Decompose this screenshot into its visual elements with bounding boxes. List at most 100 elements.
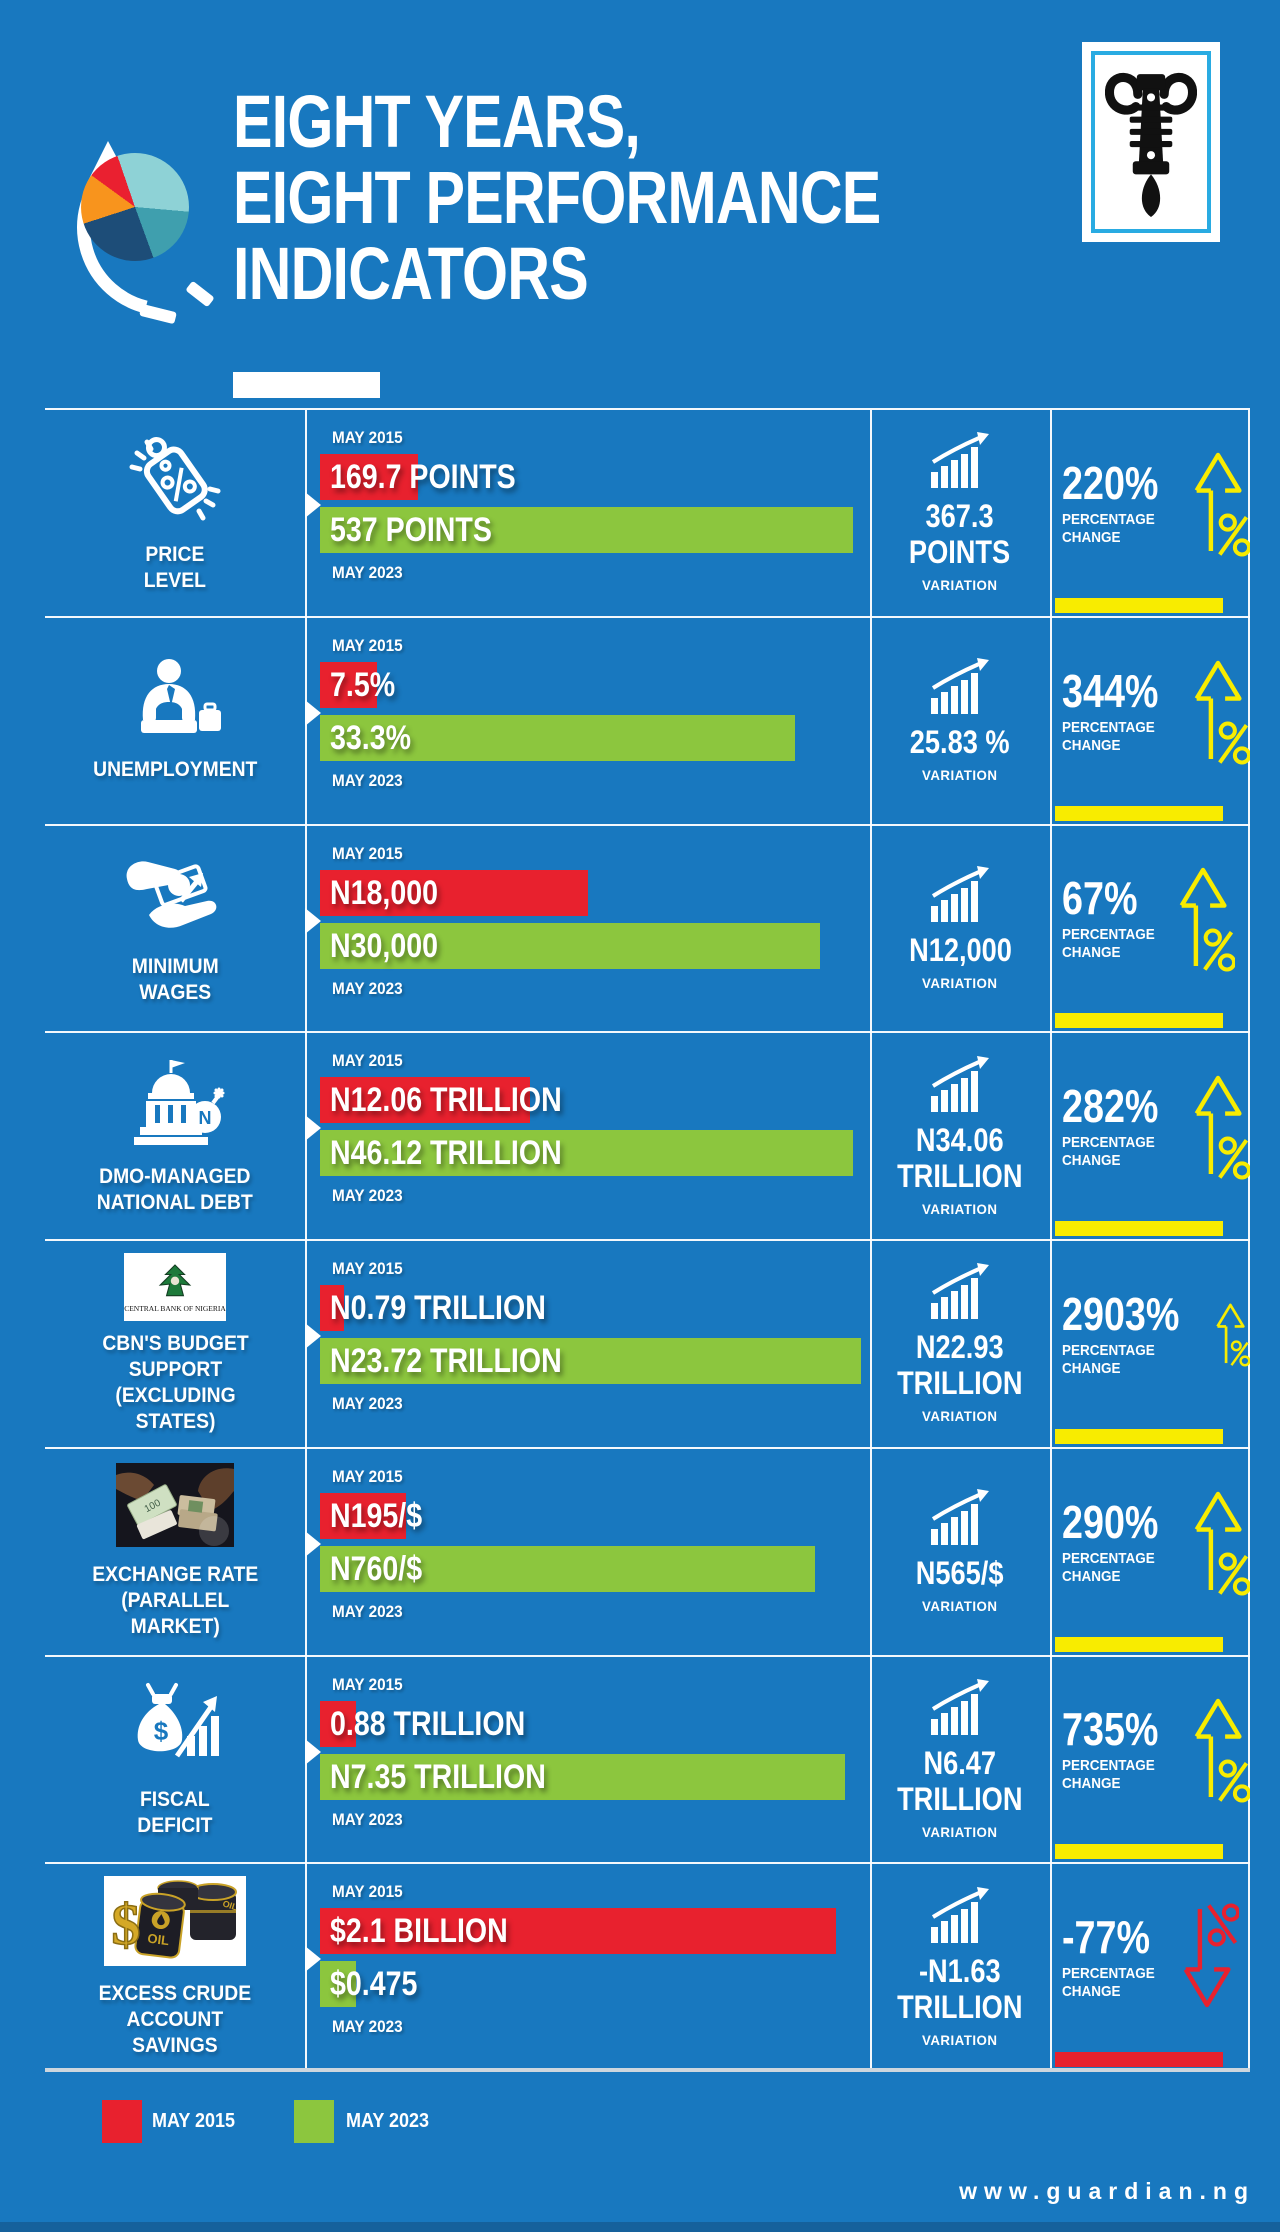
variation-value-line: TRILLION xyxy=(897,1365,1023,1402)
percentage-change-value: 735% xyxy=(1062,1703,1159,1756)
indicator-row-exchange-rate-parallel-market: 100 EXCHANGE RATE (PARALLEL MARKET) MAY 20… xyxy=(45,1449,1250,1657)
indicator-label-line: CBN'S BUDGET xyxy=(101,1331,249,1355)
caption-line: PERCENTAGE xyxy=(1062,718,1155,736)
caption-line: CHANGE xyxy=(1062,1152,1121,1170)
bar-value-2015: N12.06 TRILLION xyxy=(330,1081,562,1120)
indicator-row-price-level: PRICE LEVEL MAY 2015 169.7 POINTS 537 POI… xyxy=(45,410,1250,618)
svg-text:OIL: OIL xyxy=(221,1898,239,1912)
variation-value: -N1.63 TRILLION xyxy=(897,1953,1022,2025)
change-underline xyxy=(1055,1013,1223,1029)
capitol-bomb-icon: N xyxy=(125,1057,225,1154)
variation-cell: N565/$ VARIATION xyxy=(870,1449,1050,1655)
bar-value-2023: N30,000 xyxy=(330,926,438,965)
chart-up-icon xyxy=(931,1489,989,1546)
change-underline xyxy=(1055,597,1223,613)
variation-value-line: N12,000 xyxy=(908,931,1012,968)
bar-may-2015 xyxy=(320,869,588,916)
arrow-up-percent-icon xyxy=(1194,452,1250,557)
indicator-row-cbn-s-budget-support-excluding-states: CENTRAL BANK OF NIGERIA CBN'S BUDGET SUPP… xyxy=(45,1241,1250,1449)
hands-money-icon xyxy=(123,851,227,944)
variation-value-line: 367.3 xyxy=(925,498,995,535)
bar-may-2023 xyxy=(320,922,820,969)
bar-value-2015: N18,000 xyxy=(330,873,438,912)
caption-line: CHANGE xyxy=(1062,1983,1121,2001)
variation-value-line: N34.06 xyxy=(916,1121,1004,1158)
indicator-label: DMO-MANAGED NATIONAL DEBT xyxy=(97,1164,253,1216)
variation-value: N565/$ xyxy=(916,1555,1004,1591)
arrow-up-percent-icon xyxy=(1216,1303,1250,1367)
currency-exchange-photo: 100 xyxy=(116,1463,234,1552)
grid-line xyxy=(305,410,307,2072)
period-label-2015: MAY 2015 xyxy=(332,428,403,447)
chart-up-icon xyxy=(931,1678,989,1735)
indicator-label-line: (PARALLEL xyxy=(120,1589,230,1613)
variation-caption: VARIATION xyxy=(922,577,998,594)
percentage-change-caption: PERCENTAGE CHANGE xyxy=(1062,1965,1159,2001)
indicator-label: PRICE LEVEL xyxy=(144,542,206,594)
caption-line: CHANGE xyxy=(1062,1567,1121,1585)
bar-may-2015 xyxy=(320,1700,356,1747)
variation-cell: N34.06 TRILLION VARIATION xyxy=(870,1033,1050,1239)
period-label-2015: MAY 2015 xyxy=(332,1674,403,1694)
variation-value: N34.06 TRILLION xyxy=(897,1122,1022,1194)
variation-caption: VARIATION xyxy=(922,767,998,784)
row-pointer-icon xyxy=(305,907,321,934)
grid-line xyxy=(1248,410,1250,2072)
variation-cell: 367.3 POINTS VARIATION xyxy=(870,410,1050,616)
indicator-label-line: (EXCLUDING xyxy=(114,1383,236,1407)
page-title: EIGHT YEARS, EIGHT PERFORMANCE INDICATOR… xyxy=(233,84,881,315)
bar-value-2023: N760/$ xyxy=(330,1549,423,1588)
bar-may-2023 xyxy=(320,507,853,553)
indicator-cell: $ FISCAL DEFICIT xyxy=(45,1657,305,1863)
title-line-3: INDICATORS xyxy=(233,232,589,315)
period-label-2015: MAY 2015 xyxy=(332,1882,403,1902)
legend-swatch-may-2023 xyxy=(294,2100,334,2143)
variation-caption: VARIATION xyxy=(922,1598,998,1615)
oil-barrels-photo: OIL OIL $ xyxy=(104,1875,246,1971)
arrow-up-percent-icon xyxy=(1194,660,1250,765)
price-tag-icon xyxy=(127,431,223,532)
title-underline xyxy=(233,372,380,398)
bar-may-2015 xyxy=(320,454,418,500)
percentage-change-cell: -77% PERCENTAGE CHANGE xyxy=(1050,1864,1250,2050)
indicator-row-minimum-wages: MINIMUM WAGES MAY 2015 N18,000 N30,000 MA… xyxy=(45,826,1250,1034)
percentage-change-value: 220% xyxy=(1062,456,1159,509)
grid-line xyxy=(45,823,1250,826)
caption-line: PERCENTAGE xyxy=(1062,1549,1155,1567)
indicator-label-line: ACCOUNT xyxy=(126,2007,224,2031)
guardian-nigeria-logo xyxy=(1082,42,1220,242)
percentage-change-value: 67% xyxy=(1062,872,1138,925)
indicator-label-line: UNEMPLOYMENT xyxy=(92,758,258,782)
percentage-change-caption: PERCENTAGE CHANGE xyxy=(1062,1342,1191,1378)
variation-caption: VARIATION xyxy=(922,974,998,991)
arrow-down-percent-icon xyxy=(1184,1903,1240,2008)
caption-line: PERCENTAGE xyxy=(1062,1134,1155,1152)
percentage-change-cell: 344% PERCENTAGE CHANGE xyxy=(1050,618,1250,804)
bar-may-2015 xyxy=(320,1077,530,1124)
guardian-symbol-icon xyxy=(1105,72,1197,217)
indicator-label-line: STATES) xyxy=(135,1409,215,1433)
grid-line xyxy=(1050,410,1052,2072)
variation-value: 25.83 % xyxy=(910,724,1010,760)
row-pointer-icon xyxy=(305,699,321,726)
indicator-label: CBN'S BUDGET SUPPORT (EXCLUDING STATES) xyxy=(102,1331,248,1435)
change-underline xyxy=(1055,1221,1223,1236)
variation-value: N6.47 TRILLION xyxy=(897,1745,1022,1817)
percentage-change-cell: 2903% PERCENTAGE CHANGE xyxy=(1050,1241,1250,1427)
arrow-up-percent-icon xyxy=(1194,1075,1250,1180)
bar-value-2015: 0.88 TRILLION xyxy=(330,1704,526,1743)
indicator-label: UNEMPLOYMENT xyxy=(93,757,257,783)
bar-value-2023: N7.35 TRILLION xyxy=(330,1757,546,1796)
indicator-label-line: NATIONAL DEBT xyxy=(97,1190,253,1214)
variation-cell: N22.93 TRILLION VARIATION xyxy=(870,1241,1050,1447)
svg-text:N: N xyxy=(199,1108,212,1128)
indicator-cell: CENTRAL BANK OF NIGERIA CBN'S BUDGET SUPP… xyxy=(45,1241,305,1447)
chart-up-icon xyxy=(931,1263,989,1320)
variation-cell: -N1.63 TRILLION VARIATION xyxy=(870,1864,1050,2070)
caption-line: CHANGE xyxy=(1062,736,1121,754)
indicator-label-line: EXCHANGE RATE xyxy=(91,1563,259,1587)
caption-line: CHANGE xyxy=(1062,944,1121,962)
period-label-2015: MAY 2015 xyxy=(332,1051,403,1071)
indicator-label-line: FISCAL xyxy=(140,1787,210,1811)
